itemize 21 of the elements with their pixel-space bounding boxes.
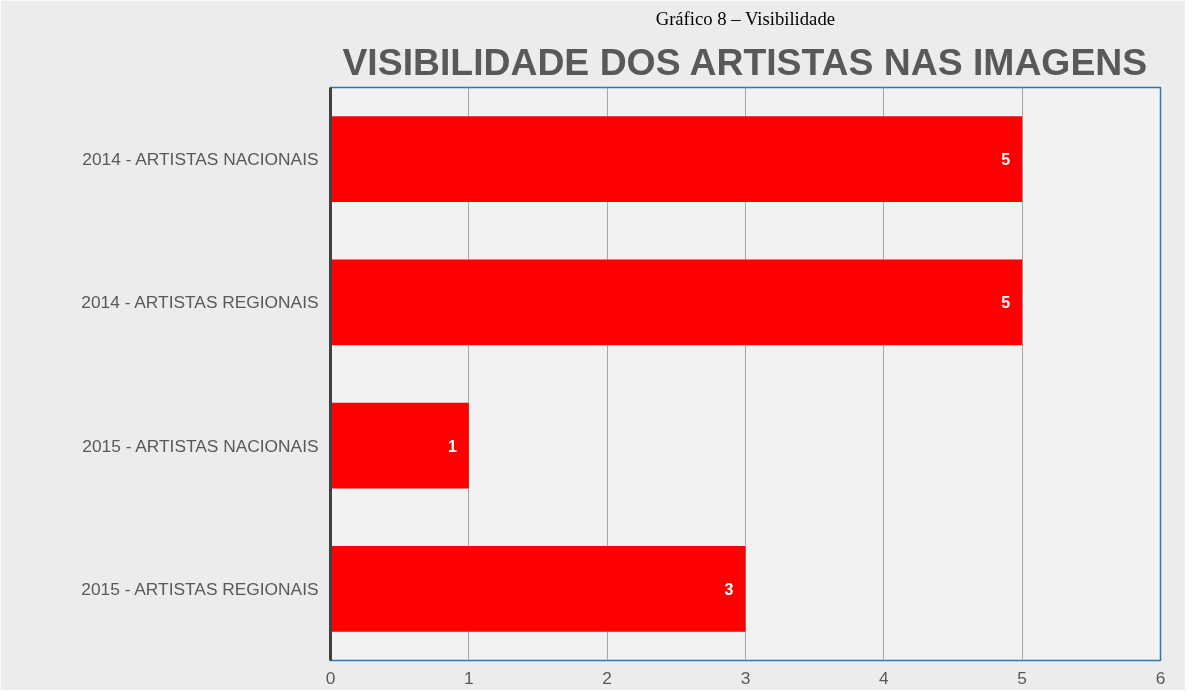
y-tick-label: 2015 - ARTISTAS REGIONAIS xyxy=(81,578,319,599)
x-tick-label: 1 xyxy=(464,667,474,688)
bar xyxy=(330,116,1023,203)
x-tick-label: 2 xyxy=(602,667,612,688)
y-tick-label: 2014 - ARTISTAS REGIONAIS xyxy=(81,292,319,313)
data-label: 5 xyxy=(1001,151,1011,169)
x-tick-label: 4 xyxy=(879,667,890,688)
x-tick-label: 0 xyxy=(325,667,336,688)
data-label: 5 xyxy=(1001,294,1011,312)
bar xyxy=(330,259,1023,346)
x-tick-label: 6 xyxy=(1155,667,1166,688)
chart-title: VISIBILIDADE DOS ARTISTAS NAS IMAGENS xyxy=(342,40,1148,83)
text: Gráfico 8 – Visibilidade xyxy=(655,7,836,29)
bar xyxy=(330,545,746,632)
bar xyxy=(330,402,469,489)
data-label: 1 xyxy=(447,437,457,455)
y-tick-label: 2014 - ARTISTAS NACIONAIS xyxy=(82,149,319,170)
data-label: 3 xyxy=(724,580,734,598)
x-tick-label: 3 xyxy=(740,667,751,688)
x-tick-label: 5 xyxy=(1017,667,1027,688)
y-tick-label: 2015 - ARTISTAS NACIONAIS xyxy=(82,435,319,456)
